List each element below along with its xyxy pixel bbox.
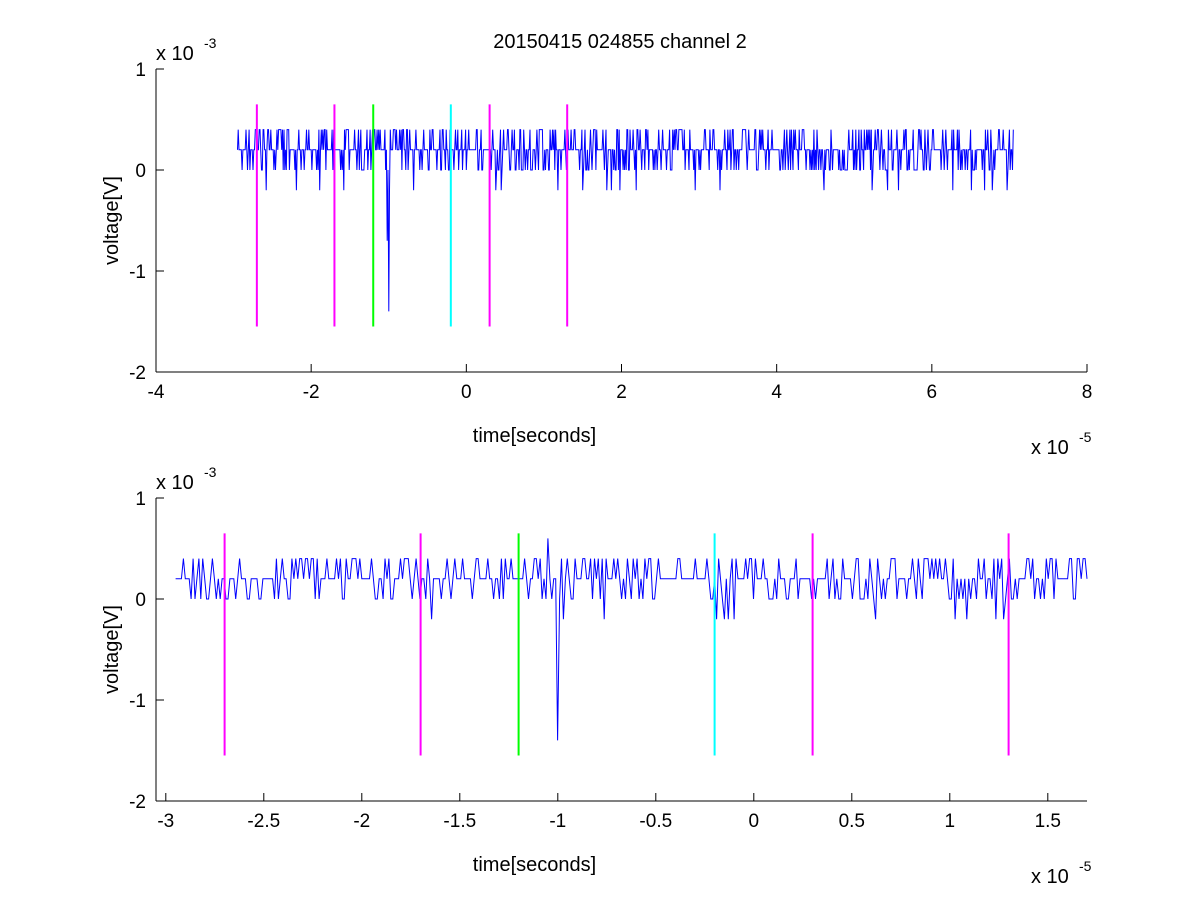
y-scale-label: x 10 — [156, 472, 194, 494]
y-tick-label: -1 — [129, 262, 146, 283]
signal-trace — [237, 129, 1014, 312]
x-tick-label: -1.5 — [443, 811, 476, 832]
x-tick-label: -3 — [157, 811, 174, 832]
y-tick-label: 0 — [135, 590, 146, 611]
x-tick-label: 2 — [616, 382, 627, 403]
figure-title: 20150415 024855 channel 2 — [493, 31, 747, 53]
x-tick-label: 4 — [771, 382, 782, 403]
y-tick-label: 0 — [135, 161, 146, 182]
x-tick-label: -4 — [148, 382, 165, 403]
x-tick-label: -0.5 — [639, 811, 672, 832]
x-tick-label: 6 — [927, 382, 938, 403]
y-axis-label: voltage[V] — [101, 176, 123, 265]
x-tick-label: 8 — [1082, 382, 1093, 403]
x-axis-label: time[seconds] — [473, 425, 596, 447]
plot-top: -4 -2 0 2 4 6 8-2-101time[seconds]voltage[V]x … — [101, 35, 1092, 459]
x-tick-label: 0 — [461, 382, 472, 403]
x-tick-label: 0.5 — [839, 811, 865, 832]
y-tick-label: -2 — [129, 363, 146, 384]
x-scale-exponent: -5 — [1079, 858, 1092, 874]
y-tick-label: 1 — [135, 489, 146, 510]
y-scale-exponent: -3 — [204, 464, 217, 480]
x-tick-label: -1 — [549, 811, 566, 832]
x-tick-label: -2.5 — [247, 811, 280, 832]
x-tick-label: -2 — [303, 382, 320, 403]
x-tick-label: 0 — [749, 811, 760, 832]
y-tick-label: 1 — [135, 60, 146, 81]
y-scale-exponent: -3 — [204, 35, 217, 51]
plot-bottom: -3 -2.5 -2 -1.5 -1 -0.5 0 0.5 1 1.5 -2 -1 0 1 time[sec… — [101, 464, 1092, 888]
x-scale-exponent: -5 — [1079, 429, 1092, 445]
x-scale-label: x 10 — [1031, 866, 1069, 888]
y-tick-label: -1 — [129, 691, 146, 712]
y-axis-label: voltage[V] — [101, 605, 123, 694]
x-axis-label: time[seconds] — [473, 854, 596, 876]
signal-trace — [175, 538, 1088, 741]
x-tick-label: -2 — [353, 811, 370, 832]
y-scale-label: x 10 — [156, 43, 194, 65]
x-scale-label: x 10 — [1031, 437, 1069, 459]
y-tick-label: -2 — [129, 792, 146, 813]
x-tick-label: 1.5 — [1035, 811, 1061, 832]
x-tick-label: 1 — [945, 811, 956, 832]
